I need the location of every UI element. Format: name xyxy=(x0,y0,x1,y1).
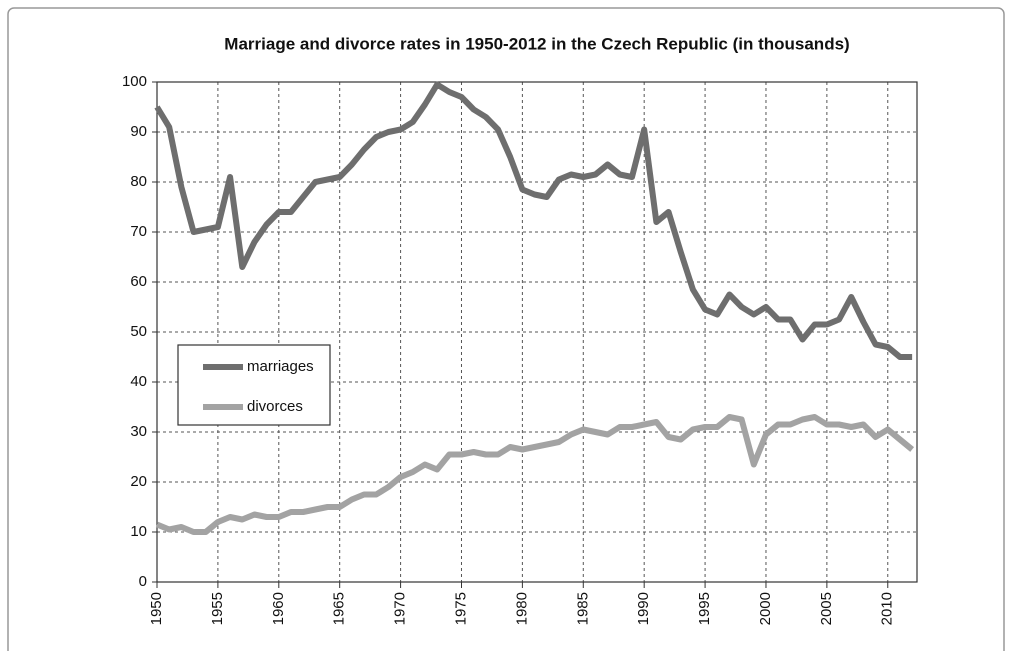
x-tick-label: 1970 xyxy=(392,592,409,625)
x-tick-label: 1980 xyxy=(513,592,530,625)
x-tick-label: 2010 xyxy=(879,592,896,625)
y-tick-label: 10 xyxy=(130,523,147,540)
legend-label: marriages xyxy=(247,358,314,375)
series-line xyxy=(155,414,915,535)
y-tick-label: 70 xyxy=(130,223,147,240)
x-tick-label: 1960 xyxy=(270,592,287,625)
y-tick-label: 40 xyxy=(130,373,147,390)
x-tick-label: 1955 xyxy=(209,592,226,625)
x-tick-label: 1995 xyxy=(696,592,713,625)
y-tick-label: 0 xyxy=(139,573,147,590)
x-tick-label: 2005 xyxy=(818,592,835,625)
y-tick-label: 90 xyxy=(130,123,147,140)
frame xyxy=(7,7,1005,656)
legend-box xyxy=(177,344,331,426)
x-tick-label: 1975 xyxy=(452,592,469,625)
x-tick-label: 1985 xyxy=(574,592,591,625)
chart-title: Marriage and divorce rates in 1950-2012 … xyxy=(224,34,849,53)
x-tick-label: 1965 xyxy=(331,592,348,625)
legend-label: divorces xyxy=(247,398,303,415)
y-tick-label: 100 xyxy=(122,73,147,90)
y-tick-label: 50 xyxy=(130,323,147,340)
series-line xyxy=(154,81,913,360)
y-tick-label: 60 xyxy=(130,273,147,290)
y-tick-label: 20 xyxy=(130,473,147,490)
plot-border xyxy=(156,81,918,583)
y-tick-label: 80 xyxy=(130,173,147,190)
y-tick-label: 30 xyxy=(130,423,147,440)
x-tick-label: 2000 xyxy=(757,592,774,625)
x-tick-label: 1950 xyxy=(148,592,165,625)
x-tick-label: 1990 xyxy=(635,592,652,625)
